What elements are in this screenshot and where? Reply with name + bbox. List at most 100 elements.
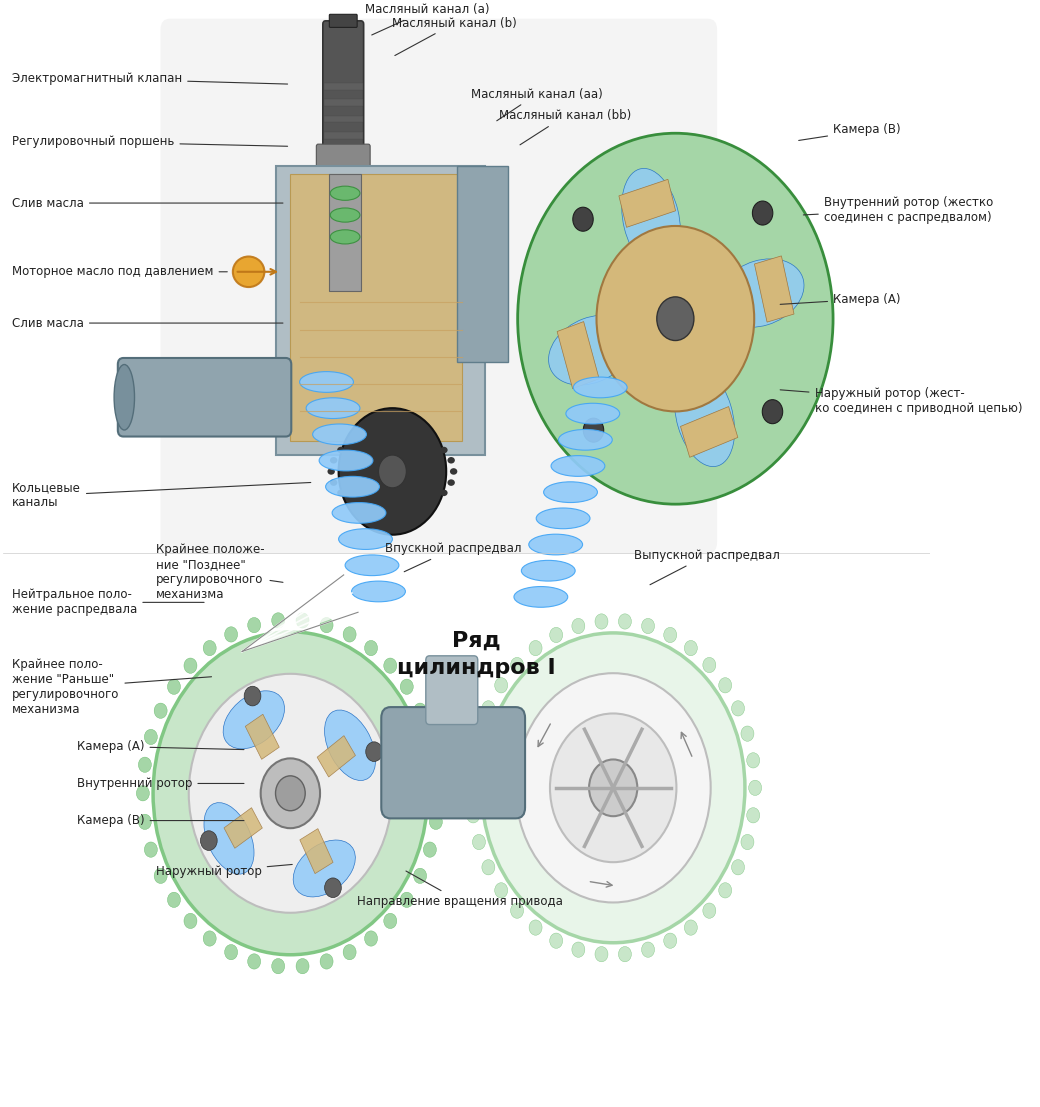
Ellipse shape bbox=[293, 840, 356, 897]
Ellipse shape bbox=[521, 560, 575, 581]
Ellipse shape bbox=[233, 257, 264, 287]
Circle shape bbox=[550, 714, 676, 862]
Ellipse shape bbox=[337, 489, 344, 496]
FancyBboxPatch shape bbox=[323, 100, 363, 106]
Polygon shape bbox=[245, 714, 280, 759]
Circle shape bbox=[248, 618, 261, 633]
Ellipse shape bbox=[447, 479, 454, 486]
FancyBboxPatch shape bbox=[118, 358, 291, 436]
Circle shape bbox=[423, 842, 437, 857]
FancyBboxPatch shape bbox=[425, 655, 477, 725]
Circle shape bbox=[731, 701, 745, 716]
Circle shape bbox=[719, 882, 732, 898]
Circle shape bbox=[184, 913, 197, 929]
Text: Камера (А): Камера (А) bbox=[77, 739, 244, 753]
Circle shape bbox=[572, 619, 584, 633]
Text: Слив масла: Слив масла bbox=[12, 317, 283, 330]
Text: Кольцевые
каналы: Кольцевые каналы bbox=[12, 482, 311, 509]
Ellipse shape bbox=[345, 555, 399, 576]
Circle shape bbox=[414, 703, 426, 718]
Ellipse shape bbox=[440, 489, 447, 496]
Circle shape bbox=[430, 757, 442, 773]
Polygon shape bbox=[300, 829, 333, 873]
Text: Наружный ротор: Наружный ротор bbox=[156, 865, 292, 878]
Circle shape bbox=[465, 780, 477, 796]
Circle shape bbox=[664, 933, 677, 949]
Circle shape bbox=[384, 658, 396, 673]
FancyBboxPatch shape bbox=[322, 21, 364, 164]
Circle shape bbox=[138, 757, 152, 773]
Circle shape bbox=[511, 903, 523, 919]
Circle shape bbox=[154, 868, 167, 883]
Ellipse shape bbox=[331, 186, 360, 200]
Text: Крайнее положе-
ние "Позднее"
регулировочного
механизма: Крайнее положе- ние "Позднее" регулирово… bbox=[156, 542, 283, 601]
Circle shape bbox=[184, 658, 197, 673]
Circle shape bbox=[740, 726, 754, 742]
Ellipse shape bbox=[397, 430, 405, 435]
Ellipse shape bbox=[330, 457, 337, 464]
Circle shape bbox=[749, 780, 761, 796]
Circle shape bbox=[271, 613, 285, 628]
Ellipse shape bbox=[348, 438, 356, 445]
Polygon shape bbox=[557, 321, 599, 389]
Circle shape bbox=[472, 726, 486, 742]
Circle shape bbox=[343, 627, 356, 642]
Circle shape bbox=[201, 830, 217, 850]
Circle shape bbox=[529, 641, 542, 655]
FancyBboxPatch shape bbox=[277, 166, 486, 455]
Circle shape bbox=[366, 742, 383, 762]
Circle shape bbox=[703, 903, 716, 919]
FancyBboxPatch shape bbox=[323, 132, 363, 138]
Text: Выпускной распредвал: Выпускной распредвал bbox=[633, 549, 780, 584]
Ellipse shape bbox=[306, 397, 360, 418]
Circle shape bbox=[752, 201, 773, 225]
Circle shape bbox=[589, 759, 638, 816]
Ellipse shape bbox=[573, 377, 627, 397]
Polygon shape bbox=[317, 736, 356, 777]
Circle shape bbox=[747, 753, 759, 768]
Text: Направление вращения привода: Направление вращения привода bbox=[357, 871, 563, 908]
Circle shape bbox=[664, 628, 677, 642]
Text: Внутренний ротор (жестко
соединен с распредвалом): Внутренний ротор (жестко соединен с расп… bbox=[803, 196, 993, 224]
Circle shape bbox=[365, 641, 378, 655]
Circle shape bbox=[518, 133, 833, 504]
Circle shape bbox=[511, 658, 523, 673]
Circle shape bbox=[482, 701, 495, 716]
Ellipse shape bbox=[544, 482, 597, 503]
Circle shape bbox=[244, 686, 261, 706]
Circle shape bbox=[136, 786, 150, 801]
Circle shape bbox=[414, 868, 426, 883]
FancyBboxPatch shape bbox=[458, 166, 509, 362]
FancyBboxPatch shape bbox=[330, 174, 361, 291]
Ellipse shape bbox=[718, 259, 804, 328]
Ellipse shape bbox=[348, 498, 356, 505]
FancyBboxPatch shape bbox=[316, 144, 370, 170]
Circle shape bbox=[423, 730, 437, 745]
Circle shape bbox=[384, 913, 396, 929]
Circle shape bbox=[747, 808, 759, 823]
Circle shape bbox=[271, 959, 285, 974]
Circle shape bbox=[343, 944, 356, 960]
Ellipse shape bbox=[440, 447, 447, 453]
Ellipse shape bbox=[300, 372, 354, 392]
Circle shape bbox=[482, 860, 495, 875]
Circle shape bbox=[203, 931, 216, 946]
Circle shape bbox=[324, 878, 341, 898]
Ellipse shape bbox=[380, 430, 388, 435]
Circle shape bbox=[365, 931, 378, 946]
Text: Нейтральное поло-
жение распредвала: Нейтральное поло- жение распредвала bbox=[12, 588, 204, 617]
Ellipse shape bbox=[528, 535, 582, 555]
Circle shape bbox=[529, 920, 542, 935]
Polygon shape bbox=[619, 179, 676, 227]
Ellipse shape bbox=[363, 432, 370, 438]
Circle shape bbox=[572, 942, 584, 958]
Circle shape bbox=[550, 933, 563, 949]
Circle shape bbox=[516, 673, 710, 902]
Text: Внутренний ротор: Внутренний ротор bbox=[77, 777, 244, 790]
Ellipse shape bbox=[331, 230, 360, 244]
Ellipse shape bbox=[537, 508, 590, 529]
Circle shape bbox=[740, 835, 754, 850]
Ellipse shape bbox=[675, 366, 734, 466]
Circle shape bbox=[731, 860, 745, 875]
Circle shape bbox=[619, 946, 631, 962]
